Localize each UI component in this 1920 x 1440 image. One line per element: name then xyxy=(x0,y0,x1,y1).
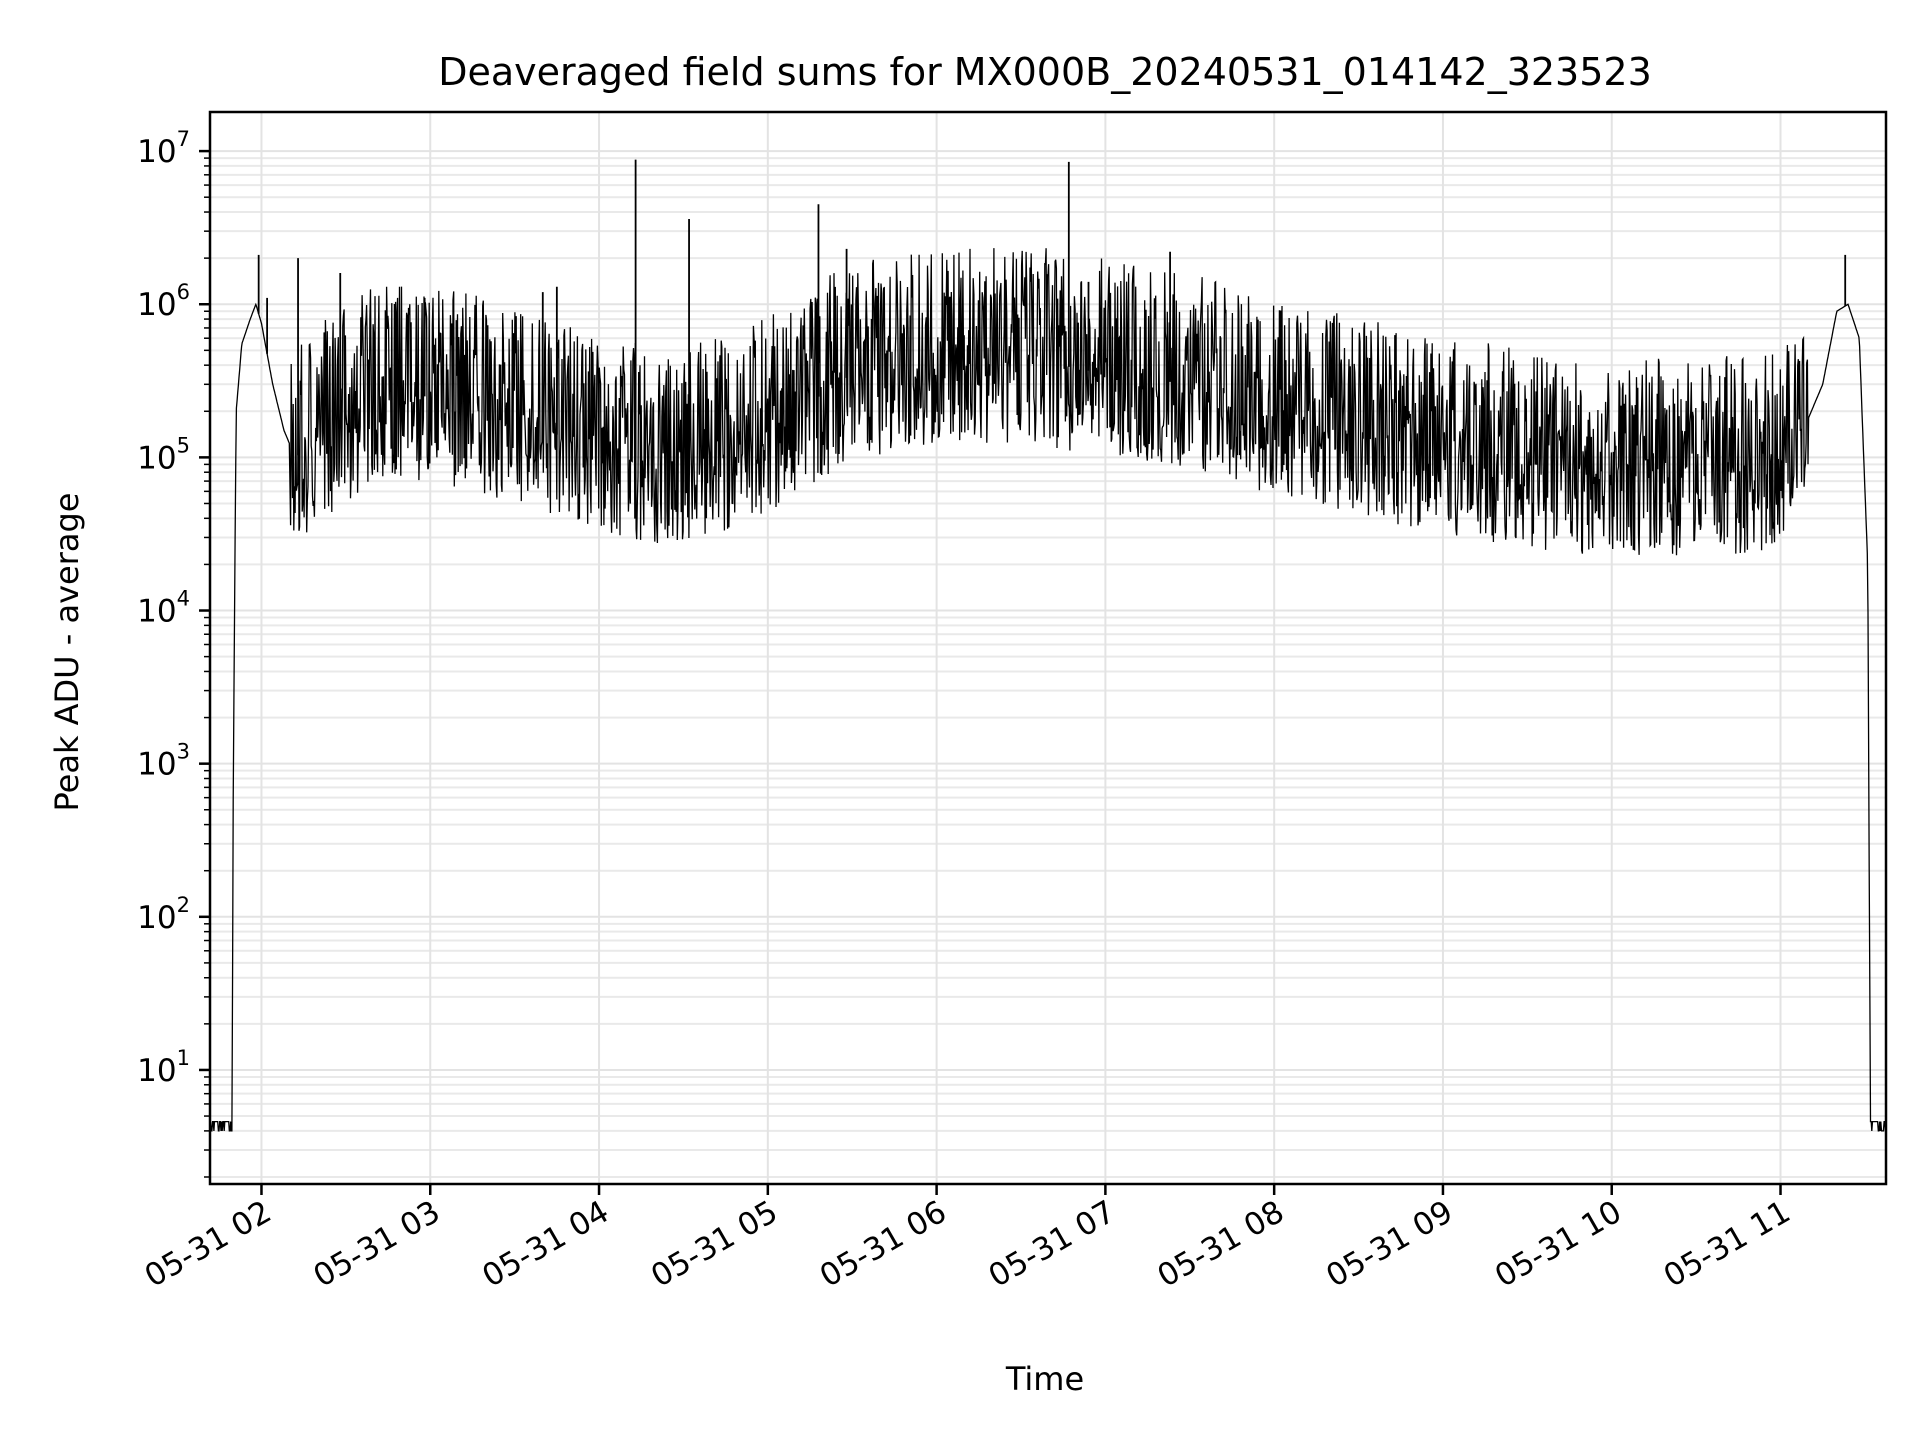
y-axis-label: Peak ADU - average xyxy=(48,493,86,812)
y-tick-label: 104 xyxy=(137,587,190,630)
x-axis-label: Time xyxy=(1005,1360,1084,1398)
y-tick-label: 101 xyxy=(137,1046,190,1089)
y-tick-label: 102 xyxy=(137,893,190,936)
series-layer xyxy=(209,159,1887,1132)
series-line xyxy=(209,248,1887,1132)
plot-frame xyxy=(208,110,1888,1186)
y-tick-label: 105 xyxy=(137,433,190,476)
y-tick-label: 107 xyxy=(137,127,190,170)
y-tick-label: 103 xyxy=(137,740,190,783)
y-tick-label: 106 xyxy=(137,280,190,323)
chart-title: Deaveraged field sums for MX000B_2024053… xyxy=(438,50,1652,94)
